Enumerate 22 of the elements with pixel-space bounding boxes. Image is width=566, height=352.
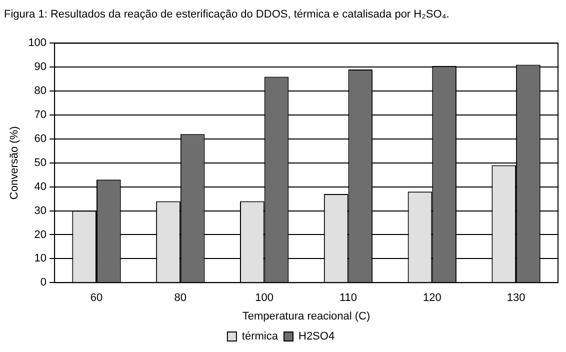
y-axis-title: Conversão (%) bbox=[8, 126, 21, 200]
y-tick-label: 10 bbox=[34, 252, 47, 265]
y-tick-label: 0 bbox=[40, 276, 47, 289]
x-axis-title: Temperatura reacional (C) bbox=[242, 310, 370, 322]
x-tick-label: 120 bbox=[422, 292, 442, 304]
legend-label: térmica bbox=[242, 330, 279, 343]
legend-label: H2SO4 bbox=[298, 330, 335, 343]
x-tick-label: 100 bbox=[255, 292, 274, 304]
x-tick-label: 80 bbox=[174, 292, 187, 304]
y-tick-label: 20 bbox=[34, 228, 47, 241]
y-tick-label: 30 bbox=[34, 204, 47, 217]
x-tick-label: 110 bbox=[339, 292, 358, 304]
y-tick-label: 40 bbox=[34, 180, 47, 193]
y-tick-label: 100 bbox=[28, 37, 47, 50]
y-tick-label: 70 bbox=[34, 109, 47, 122]
x-tick-label: 130 bbox=[506, 292, 526, 304]
x-tick-label: 60 bbox=[90, 292, 103, 304]
y-tick-label: 50 bbox=[34, 156, 47, 169]
y-tick-label: 90 bbox=[34, 61, 47, 74]
y-tick-label: 60 bbox=[34, 132, 47, 145]
chart-title: Figura 1: Resultados da reação de esterificação do DDOS, térmica e catalisada por H₂SO₄. bbox=[4, 8, 450, 21]
y-tick-label: 80 bbox=[34, 85, 47, 98]
